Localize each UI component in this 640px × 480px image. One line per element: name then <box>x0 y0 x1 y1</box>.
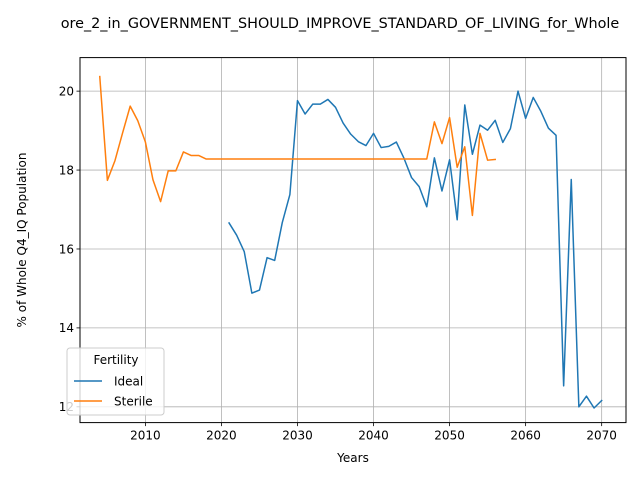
x-tick-label: 2020 <box>206 429 237 443</box>
x-tick-label: 2010 <box>130 429 161 443</box>
series-line-ideal <box>228 90 603 409</box>
x-axis: 2010 2020 2030 2040 2050 2060 2070 <box>130 422 617 443</box>
legend-label-ideal: Ideal <box>114 374 143 388</box>
plot-frame <box>79 57 627 424</box>
legend-entries: Ideal Sterile <box>74 374 153 408</box>
y-tick-label: 18 <box>59 163 74 177</box>
chart-title: ore_2_in_GOVERNMENT_SHOULD_IMPROVE_STAND… <box>61 16 620 32</box>
y-tick-label: 14 <box>59 321 74 335</box>
y-tick-label: 20 <box>59 84 74 98</box>
series-line-sterile <box>98 75 497 217</box>
x-tick-label: 2070 <box>586 429 617 443</box>
legend-box <box>66 347 165 416</box>
x-tick-label: 2030 <box>282 429 313 443</box>
legend-title: Fertility <box>93 353 138 367</box>
y-tick-label: 16 <box>59 242 74 256</box>
legend: Fertility Ideal Sterile <box>66 347 165 416</box>
y-axis-label: % of Whole Q4_IQ Population <box>15 153 29 328</box>
x-tick-label: 2060 <box>510 429 541 443</box>
legend-label-sterile: Sterile <box>114 394 153 408</box>
x-tick-label: 2040 <box>358 429 389 443</box>
x-tick-label: 2050 <box>434 429 465 443</box>
series-layer <box>98 75 603 409</box>
x-axis-label: Years <box>336 451 369 465</box>
